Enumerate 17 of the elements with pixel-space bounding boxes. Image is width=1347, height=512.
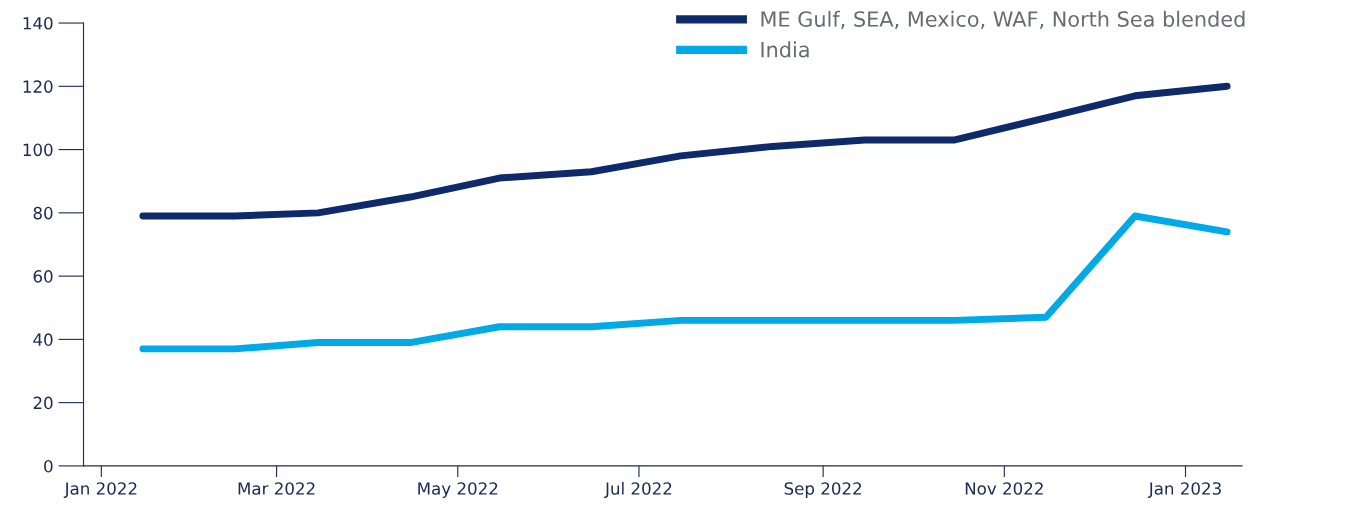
y-tick-label: 120 xyxy=(23,80,53,93)
y-tick-label: 100 xyxy=(23,143,53,157)
y-tick-label: 60 xyxy=(33,270,53,283)
legend-label: India xyxy=(761,41,809,58)
x-tick-label: Nov 2022 xyxy=(965,482,1043,495)
x-tick-label: Jul 2022 xyxy=(604,481,672,498)
y-tick-label: 0 xyxy=(44,459,53,473)
y-tick-label: 20 xyxy=(33,396,53,410)
x-tick-label: May 2022 xyxy=(418,482,498,499)
y-tick-label: 80 xyxy=(33,206,53,220)
x-tick-label: Mar 2022 xyxy=(238,482,315,495)
x-tick-label: Jan 2023 xyxy=(1147,482,1221,498)
y-tick-label: 40 xyxy=(33,333,53,346)
y-tick-label: 140 xyxy=(23,17,53,30)
legend-label: ME Gulf, SEA, Mexico, WAF, North Sea blended xyxy=(761,10,1245,30)
x-tick-label: Jan 2022 xyxy=(63,482,137,498)
x-tick-label: Sep 2022 xyxy=(784,482,862,499)
